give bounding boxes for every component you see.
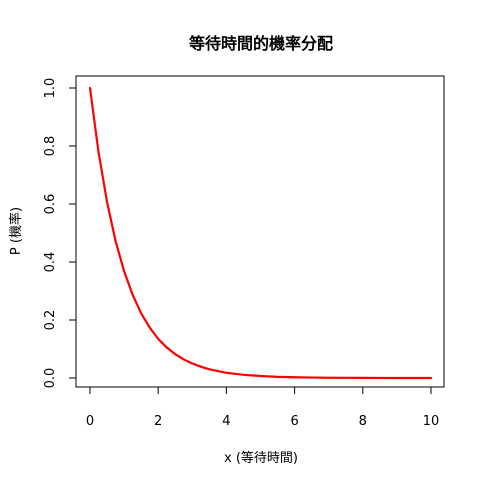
y-axis: 0.0 0.2 0.4 0.6 0.8 1.0 <box>43 78 76 389</box>
series-layer <box>88 86 433 380</box>
y-tick-label: 1.0 <box>43 78 58 99</box>
y-tick-label: 0.6 <box>43 194 58 215</box>
x-tick-label: 6 <box>290 414 298 429</box>
x-tick-label: 4 <box>222 414 230 429</box>
series-line <box>88 86 433 380</box>
y-tick-label: 0.2 <box>43 310 58 331</box>
x-tick-label: 2 <box>154 414 162 429</box>
y-axis-title: P (機率) <box>8 207 24 255</box>
x-axis-title: x (等待時間) <box>224 450 298 466</box>
y-tick-label: 0.0 <box>43 368 58 389</box>
x-tick-label: 0 <box>86 414 94 429</box>
y-tick-label: 0.4 <box>43 252 58 273</box>
chart-title: 等待時間的機率分配 <box>188 34 333 53</box>
plot-frame <box>75 75 445 388</box>
x-axis: 0 2 4 6 8 10 <box>86 387 439 429</box>
x-tick-label: 8 <box>359 414 367 429</box>
y-tick-label: 0.8 <box>43 136 58 157</box>
x-tick-label: 10 <box>423 414 440 429</box>
